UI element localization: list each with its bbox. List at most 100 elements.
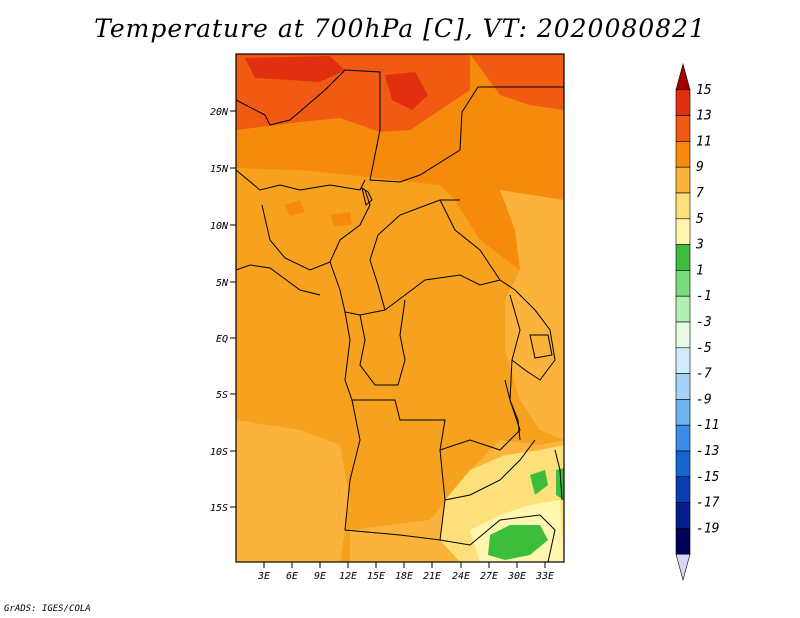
border-congo	[359, 299, 406, 386]
lon-label: 30E	[507, 571, 526, 582]
colorbar-swatch	[675, 192, 691, 220]
border-west-coast	[236, 264, 321, 296]
colorbar-swatch	[675, 476, 691, 503]
lon-label: 3E	[257, 571, 270, 582]
colorbar-swatch	[675, 218, 691, 245]
field-hottest	[245, 56, 345, 82]
lat-label: EQ	[216, 334, 228, 345]
colorbar-label: 13	[696, 109, 712, 124]
colorbar-swatch	[675, 270, 691, 297]
lon-tick-12e: 12E	[339, 562, 357, 582]
colorbar-swatch	[675, 528, 691, 555]
colorbar-label: -9	[696, 392, 712, 407]
lon-label: 6E	[286, 571, 298, 582]
lat-label: 10S	[210, 447, 228, 458]
colorbar-swatch	[675, 424, 691, 452]
border-car	[384, 274, 501, 311]
lon-tick-33e: 33E	[535, 562, 554, 582]
border-east	[511, 289, 556, 381]
lat-label: 20N	[210, 107, 229, 118]
lat-tick-eq: EQ	[216, 334, 236, 345]
colorbar: 15 13 11 9 7 5 3 1 -1 -3 -5 -7 -9 -11 -13 -15 -17 -19	[675, 62, 720, 582]
lon-tick-6e: 6E	[286, 562, 298, 582]
colorbar-label: -11	[696, 418, 719, 433]
lon-axis: 3E 6E 9E 12E 15E 18E 21E 24E 27E 30E 33E	[257, 562, 554, 582]
lat-tick-5s: 5S	[216, 390, 236, 401]
colorbar-swatch	[675, 295, 691, 323]
colorbar-swatch	[675, 399, 691, 426]
lat-label: 15N	[210, 164, 229, 175]
border-mali-niger	[236, 169, 366, 191]
colorbar-label: 3	[695, 238, 704, 253]
colorbar-swatch	[675, 347, 691, 374]
border-south	[439, 514, 556, 562]
lat-tick-20n: 20N	[210, 107, 236, 118]
colorbar-label: -5	[696, 341, 712, 356]
footer-credit: GrADS: IGES/COLA	[4, 604, 91, 614]
lat-axis: 20N 15N 10N 5N EQ 5S 10S 15S	[210, 107, 236, 514]
temperature-field	[236, 54, 564, 562]
lon-label: 9E	[314, 571, 326, 582]
lon-tick-21e: 21E	[423, 562, 441, 582]
lon-tick-30e: 30E	[507, 562, 526, 582]
colorbar-swatch	[675, 373, 691, 400]
colorbar-label: 1	[696, 263, 704, 278]
lat-label: 10N	[210, 221, 229, 232]
lon-label: 15E	[367, 571, 385, 582]
lat-tick-15s: 15S	[210, 503, 236, 514]
map-title: Temperature at 700hPa [C], VT: 202008082…	[94, 14, 706, 43]
lat-tick-5n: 5N	[216, 278, 236, 289]
colorbar-label: 7	[696, 186, 704, 201]
colorbar-label: 9	[696, 160, 704, 175]
border-zambia	[444, 439, 536, 501]
field-green-patch	[488, 525, 548, 560]
lon-tick-18e: 18E	[395, 562, 413, 582]
colorbar-label: 11	[696, 134, 712, 149]
colorbar-label: -19	[696, 521, 719, 536]
field-mild-west	[236, 420, 350, 562]
lon-label: 33E	[535, 571, 554, 582]
field-green-patch-3	[556, 468, 564, 500]
lake-victoria	[529, 334, 553, 359]
lat-label: 5N	[216, 278, 229, 289]
colorbar-swatch	[675, 450, 691, 478]
field-hot-northeast	[470, 54, 564, 110]
lake-chad	[361, 186, 373, 206]
colorbar-swatch	[675, 141, 691, 168]
colorbar-label: -15	[696, 470, 720, 485]
colorbar-label: 15	[696, 83, 712, 98]
colorbar-top-arrow	[675, 62, 691, 91]
colorbar-swatch	[675, 321, 691, 349]
border-sahara	[236, 69, 564, 183]
colorbar-label: -17	[696, 496, 720, 511]
lon-label: 21E	[423, 571, 441, 582]
lat-tick-15n: 15N	[210, 164, 236, 175]
field-green-patch-2	[530, 470, 548, 495]
lon-label: 12E	[339, 571, 357, 582]
border-sudan	[439, 199, 516, 291]
map-frame	[235, 53, 565, 563]
colorbar-label: -1	[696, 289, 712, 304]
lon-tick-9e: 9E	[314, 562, 326, 582]
colorbar-swatch	[675, 244, 691, 271]
lon-label: 24E	[452, 571, 470, 582]
lake-tanganyika	[504, 379, 521, 441]
lon-tick-27e: 27E	[480, 562, 498, 582]
colorbar-label: -7	[696, 367, 712, 382]
country-borders	[236, 69, 564, 562]
lat-label: 15S	[210, 503, 228, 514]
colorbar-label: -13	[696, 444, 719, 459]
border-cameroon	[329, 199, 460, 316]
colorbar-label: 5	[696, 212, 704, 227]
lon-label: 18E	[395, 571, 413, 582]
field-warm-spot-2	[330, 212, 352, 226]
field-warm-spot-1	[285, 200, 305, 216]
lon-tick-24e: 24E	[452, 562, 470, 582]
colorbar-bottom-arrow	[675, 553, 691, 582]
lat-label: 5S	[216, 390, 228, 401]
colorbar-label: -3	[696, 315, 712, 330]
field-hot-spot-2	[385, 72, 428, 110]
colorbar-swatch	[675, 502, 691, 529]
lon-tick-15e: 15E	[367, 562, 385, 582]
